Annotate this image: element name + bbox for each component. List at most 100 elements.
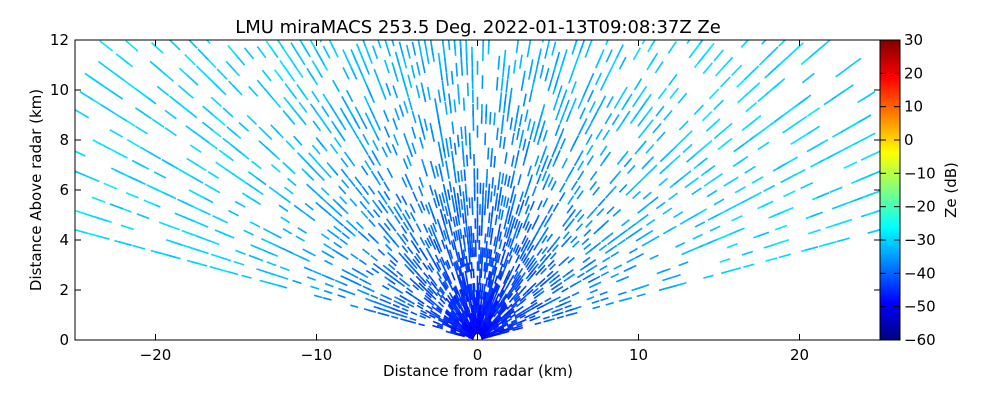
ze-gate: [783, 190, 796, 198]
ze-gate: [555, 282, 563, 288]
ze-gate: [536, 247, 543, 257]
ze-gate: [109, 129, 123, 138]
ze-gate: [235, 249, 246, 255]
ze-gate: [459, 334, 465, 338]
ze-gate: [360, 165, 369, 176]
ze-gate: [450, 328, 457, 332]
ze-gate: [556, 315, 564, 320]
ze-gate: [620, 275, 630, 281]
ze-gate: [92, 139, 107, 148]
ze-gate: [177, 84, 190, 96]
ze-gate: [526, 43, 531, 58]
ze-gate: [558, 191, 566, 202]
ze-gate: [315, 201, 325, 210]
ze-gate: [360, 210, 369, 219]
ze-gate: [385, 142, 392, 154]
ze-gate: [582, 256, 591, 264]
ze-gate: [530, 301, 538, 307]
ze-gate: [241, 192, 253, 200]
ze-gate: [265, 40, 276, 54]
ze-gate: [470, 261, 473, 272]
ze-gate: [334, 279, 344, 285]
ze-gate: [134, 107, 148, 117]
ze-gate: [481, 283, 484, 293]
ze-gate: [488, 271, 492, 281]
ze-gate: [472, 283, 475, 293]
ze-gate: [452, 262, 458, 272]
ze-gate: [277, 284, 288, 289]
ze-gate: [392, 134, 399, 146]
ze-gate: [350, 253, 359, 260]
ze-gate: [436, 306, 443, 313]
ze-gate: [519, 199, 525, 211]
ze-gate: [110, 148, 124, 157]
ze-gate: [776, 239, 790, 245]
ze-gate: [847, 57, 862, 69]
ze-gate: [505, 197, 510, 209]
ze-gate: [322, 297, 332, 301]
ze-gate: [861, 132, 876, 141]
ze-gate: [340, 168, 349, 179]
ze-gate: [611, 114, 620, 126]
ze-gate: [587, 89, 595, 103]
ze-gate: [503, 49, 507, 64]
ze-gate: [681, 249, 692, 256]
ze-gate: [427, 274, 435, 282]
ze-gate: [823, 241, 837, 247]
ze-gate: [589, 170, 598, 181]
ze-gate: [602, 129, 611, 141]
ze-gate: [562, 256, 570, 263]
ze-gate: [425, 309, 432, 315]
ze-gate: [540, 104, 546, 117]
ze-gate: [417, 203, 424, 214]
ze-gate: [274, 69, 284, 82]
ze-gate: [422, 262, 429, 271]
ze-gate: [419, 315, 427, 320]
ze-gate: [495, 285, 501, 294]
ze-gate: [713, 99, 724, 111]
ze-gate: [707, 238, 719, 245]
ze-gate: [555, 307, 563, 312]
ze-gate: [451, 150, 455, 163]
ze-gate: [459, 330, 466, 335]
ze-gate: [396, 232, 404, 241]
ze-gate: [494, 275, 499, 285]
ze-gate: [389, 259, 397, 267]
ze-gate: [815, 139, 829, 148]
ze-gate: [293, 135, 303, 146]
ze-gate: [462, 213, 465, 224]
ze-gate: [423, 272, 430, 280]
ze-gate: [132, 244, 146, 250]
ze-gate: [544, 173, 551, 185]
ze-gate: [447, 219, 452, 230]
ze-gate: [501, 172, 505, 185]
ze-gate: [350, 304, 359, 309]
ze-gate: [282, 109, 292, 121]
ze-gate: [472, 268, 475, 279]
ze-gate: [645, 143, 655, 154]
ze-gate: [605, 49, 613, 63]
ze-gate: [85, 175, 100, 183]
ze-gate: [362, 133, 370, 146]
ze-gate: [174, 212, 187, 219]
ze-gate: [440, 256, 446, 266]
ze-gate: [512, 193, 517, 205]
ze-gate: [599, 291, 608, 296]
ze-gate: [669, 87, 679, 99]
ze-gate: [499, 135, 502, 148]
ze-gate: [270, 163, 281, 173]
ze-gate: [552, 97, 559, 111]
ze-gate: [781, 206, 794, 214]
ze-gate: [226, 126, 238, 136]
ze-gate: [425, 247, 432, 257]
ze-gate: [773, 77, 786, 89]
ze-gate: [679, 218, 690, 225]
ze-gate: [340, 157, 349, 168]
ze-gate: [441, 322, 449, 327]
ze-gate: [520, 253, 527, 262]
ze-gate: [320, 187, 330, 196]
ze-gate: [504, 252, 510, 262]
ze-gate: [599, 145, 608, 157]
ze-gate: [398, 277, 407, 284]
ze-gate: [533, 68, 538, 83]
